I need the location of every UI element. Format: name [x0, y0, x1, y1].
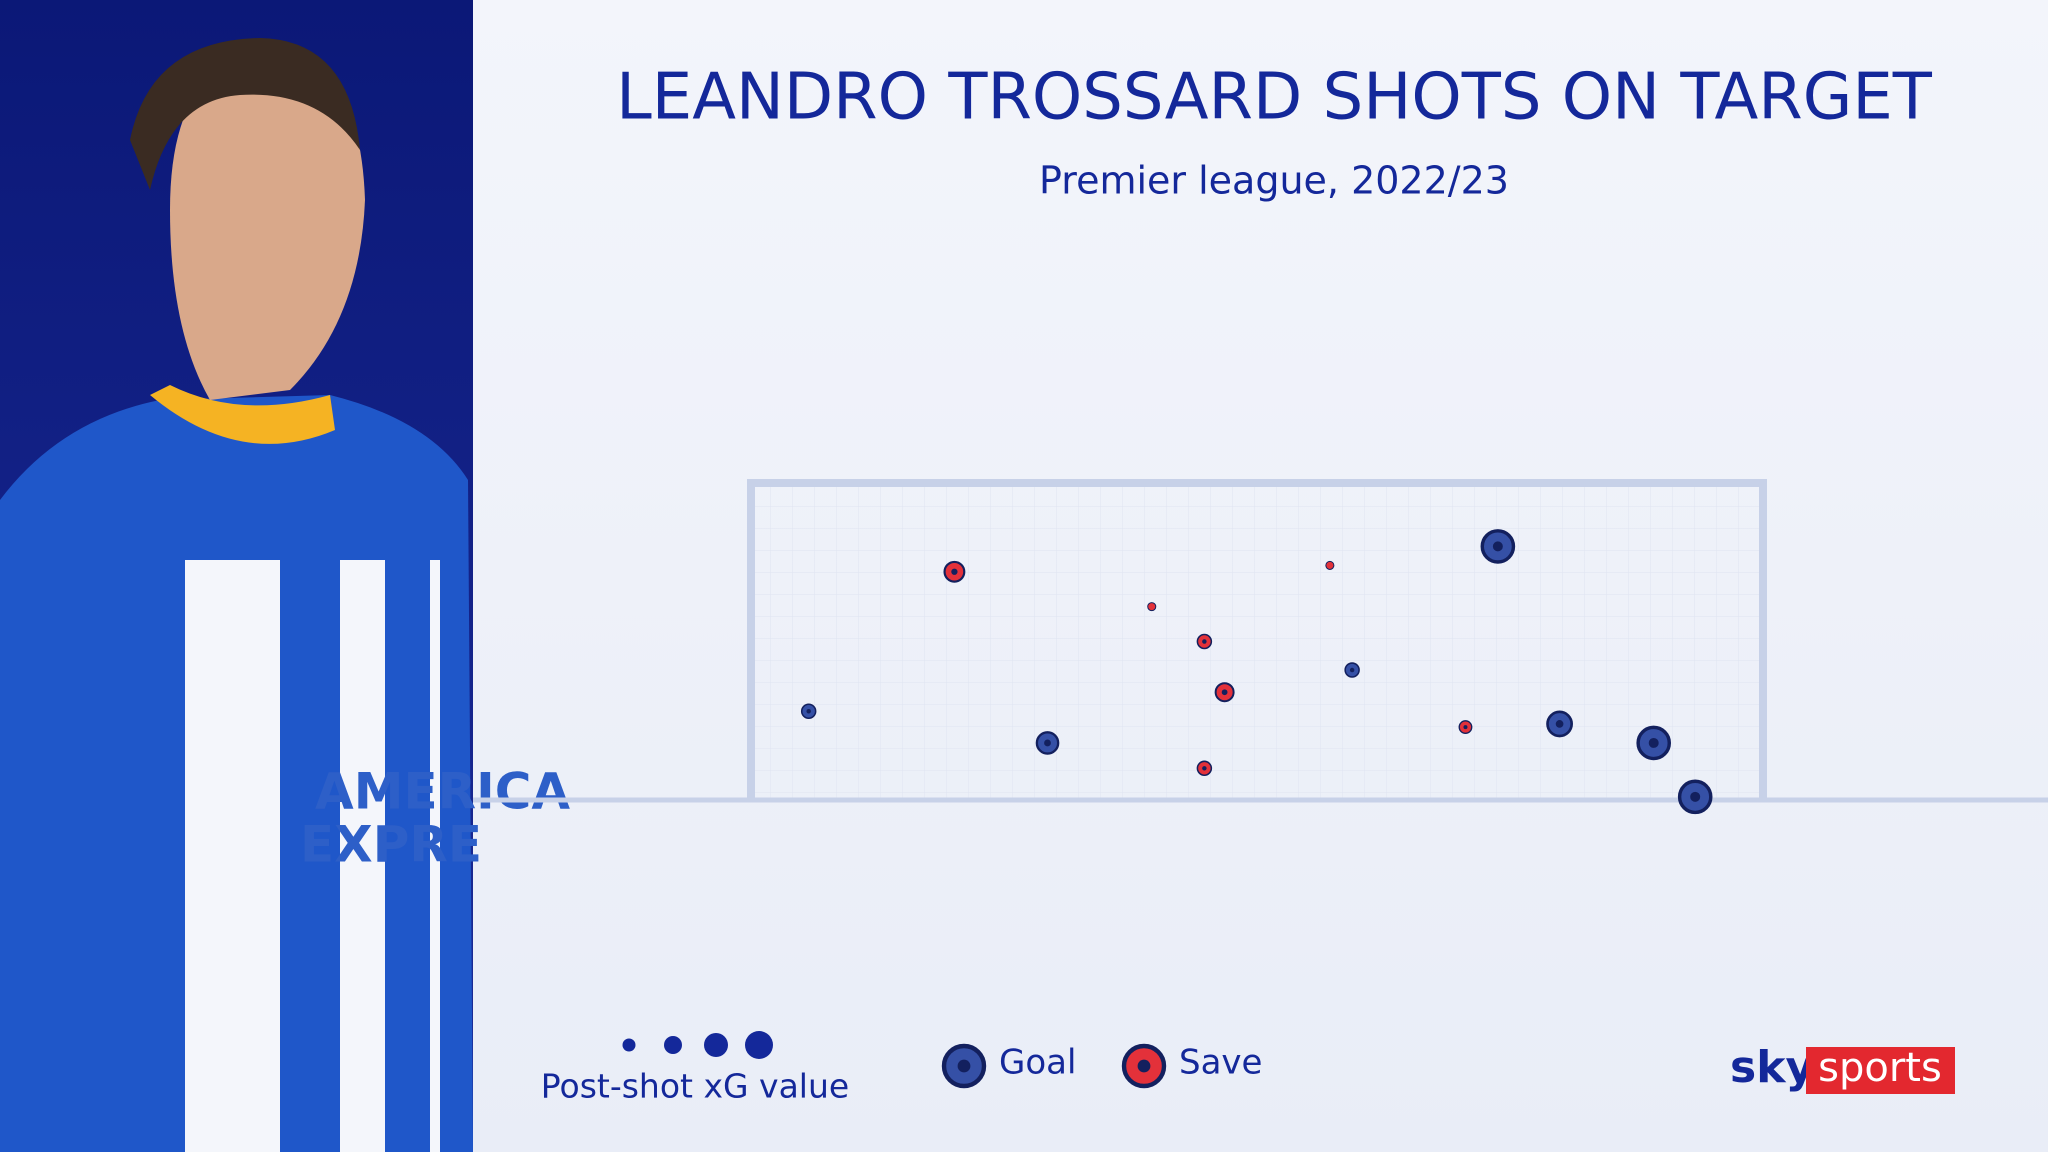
shot-patch [1221, 689, 1228, 696]
shot-patch [1202, 766, 1207, 771]
size-legend-dot [664, 1036, 682, 1054]
legend-label: Goal [999, 1043, 1076, 1083]
logo-sky: sky [1730, 1042, 1814, 1093]
legend-icon-patch [1137, 1059, 1151, 1073]
shot-patch [951, 568, 958, 575]
shot-patch [806, 709, 811, 714]
logo-box [1806, 1047, 1955, 1094]
shot [1325, 560, 1335, 570]
chart-subtitle: Premier league, 2022/23 [1039, 159, 1509, 203]
svg-text:EXPRE: EXPRE [300, 816, 482, 874]
shot-patch [1492, 541, 1503, 552]
goal-net [751, 483, 1763, 799]
player-figure: AMERICA EXPRE [0, 38, 570, 1152]
size-legend: Post-shot xG value [541, 1031, 849, 1106]
size-legend-dot [704, 1033, 728, 1057]
shot-patch [1349, 667, 1355, 673]
shot-patch [1463, 725, 1468, 730]
shot-patch [1202, 639, 1207, 644]
shot-patch [1044, 739, 1051, 747]
shot-patch [1690, 791, 1701, 802]
chart-title: LEANDRO TROSSARD SHOTS ON TARGET [616, 61, 1933, 135]
logo: sky sports [1730, 1042, 1955, 1094]
shot [1147, 602, 1157, 612]
size-legend-label: Post-shot xG value [541, 1067, 849, 1106]
shot-patch [1648, 737, 1659, 748]
legend-icon-patch [957, 1059, 971, 1073]
svg-text:AMERICA: AMERICA [315, 763, 570, 821]
size-legend-dot [745, 1031, 773, 1059]
goal-frame [747, 479, 1767, 800]
size-legend-dot [622, 1038, 636, 1052]
shot-patch [1555, 720, 1564, 728]
logo-sports: sports [1818, 1045, 1942, 1091]
legend-label: Save [1179, 1043, 1262, 1083]
